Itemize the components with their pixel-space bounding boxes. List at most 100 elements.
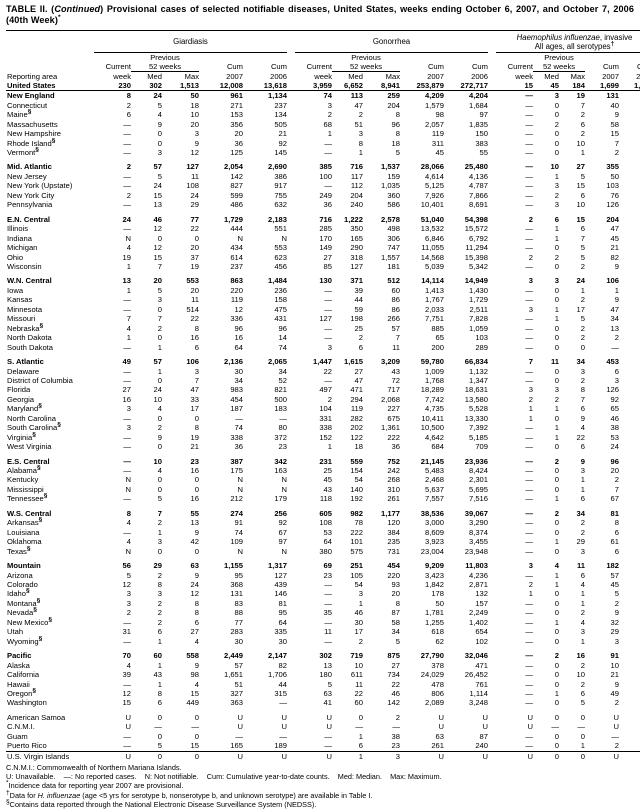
cell-value: 1,177 <box>380 508 400 518</box>
cell-value: 34 <box>278 366 287 376</box>
cell-value: 204 <box>387 100 400 110</box>
cell-value: 2,136 <box>223 357 243 367</box>
cell-value: 1 <box>327 442 332 452</box>
table-row: Minnesota — 0 514 12 475 — 59 86 2,033 2,511 3 1 17 47… <box>6 305 640 314</box>
cell-value: 338 <box>230 432 243 442</box>
cell-value: — <box>123 224 131 234</box>
cell-value: — <box>525 442 533 452</box>
cell-value: 9 <box>194 527 199 537</box>
cell-value: — <box>324 598 332 608</box>
cell-value: 127 <box>319 314 332 324</box>
column-spacer <box>488 485 496 494</box>
cell-value: 1,699 <box>599 80 619 90</box>
cell-value: 74 <box>234 527 243 537</box>
cell-value: — <box>525 91 533 101</box>
footnote-dagger: †Data for H. influenzae (age <5 yrs for … <box>6 790 634 800</box>
cell-value: 54,398 <box>464 214 488 224</box>
cell-value: 6 <box>580 190 585 200</box>
cell-value: 875 <box>387 651 400 661</box>
cell-value: U <box>237 712 243 722</box>
column-spacer <box>287 599 295 608</box>
cell-value: 183 <box>274 404 287 414</box>
year-header-n1: 2007 <box>427 71 444 81</box>
cell-value: 12 <box>619 485 640 494</box>
cell-value: 47 <box>354 375 363 385</box>
cell-value: 3 <box>580 366 585 376</box>
group-underline-row <box>6 50 640 53</box>
cell-value: 0 <box>554 589 559 599</box>
cell-value: 378 <box>431 660 444 670</box>
cell-value: 863 <box>230 276 243 286</box>
cell-value: 10,500 <box>420 423 444 433</box>
cell-value: 45 <box>610 580 619 590</box>
row-footnote-marker: § <box>32 431 36 439</box>
cell-value: 16 <box>576 651 585 661</box>
row-area-label: Idaho§ <box>7 587 30 599</box>
column-spacer <box>488 262 496 271</box>
footnote-star-text: Incidence data for reporting year 2007 a… <box>8 781 184 791</box>
table-row: Texas§ N 0 0 N N 380 575 731 23,004 23,948 — 0 3 67 <box>6 545 640 556</box>
cell-value: 51,040 <box>420 214 444 224</box>
cell-value: 12 <box>122 580 131 590</box>
cell-value: 1 <box>580 636 585 646</box>
cell-value: 1,430 <box>468 285 488 295</box>
cell-value: 10 <box>576 200 585 210</box>
cell-value: 271 <box>230 100 243 110</box>
row-area-label: Michigan <box>7 243 38 253</box>
cell-value: 131 <box>606 91 619 101</box>
column-spacer <box>287 181 295 190</box>
row-area-label: Kentucky <box>7 475 39 485</box>
subheader-row: Reporting area week Med Max 2007 2006 we… <box>6 71 640 81</box>
cell-value: 2,511 <box>469 304 488 314</box>
cell-value: 127 <box>186 162 199 172</box>
cell-value: 684 <box>431 442 444 452</box>
cell-value: — <box>324 323 332 333</box>
group-name-row: Giardiasis Gonorrhea Haemophilus influen… <box>6 33 640 51</box>
cell-value: U <box>125 712 131 722</box>
cell-value: 0 <box>358 712 363 722</box>
cell-value: 4,136 <box>468 171 488 181</box>
cell-value: 734 <box>387 670 400 680</box>
cell-value: 1,729 <box>223 214 243 224</box>
weeks-row: Current 52 weeks Cum Cum Current 52 week… <box>6 61 640 72</box>
cell-value: — <box>324 181 332 191</box>
column-spacer <box>287 191 295 200</box>
cell-value: 2 <box>614 598 619 608</box>
cell-value: 5,637 <box>424 484 444 494</box>
cell-value: 1,447 <box>312 357 332 367</box>
cell-value: 113 <box>350 91 363 101</box>
cell-value: U <box>527 712 533 722</box>
table-row: Maryland§ 3 4 17 187 183 104 119 227 4,735 5,528 1 1… <box>6 403 640 414</box>
year-header-h2: 2006 <box>636 71 640 81</box>
cell-value: 18 <box>354 442 363 452</box>
cell-value: 7 <box>580 233 585 243</box>
cell-value: 34 <box>391 627 400 637</box>
cell-value: 9 <box>614 110 619 120</box>
cell-value: U <box>619 713 640 722</box>
row-area-label: Pacific <box>7 651 32 661</box>
table-row: E.N. Central 24 46 77 1,729 2,183 716 1,222 2,57… <box>6 215 640 224</box>
cell-value: 60 <box>391 285 400 295</box>
cell-value: 0 <box>157 546 162 556</box>
cell-value: 747 <box>387 243 400 253</box>
row-area-label: Missouri <box>7 314 36 324</box>
cell-value: — <box>525 731 533 741</box>
cell-value: 11 <box>324 627 332 637</box>
column-spacer <box>287 224 295 233</box>
cell-value: 274 <box>230 508 243 518</box>
cell-value: 2,057 <box>424 119 444 129</box>
cell-value: 65 <box>619 253 640 262</box>
cell-value: 368 <box>230 580 243 590</box>
cell-value: 3 <box>157 295 162 305</box>
cell-value: 6 <box>358 741 363 751</box>
cell-value: 0 <box>554 295 559 305</box>
cell-value: 0 <box>554 100 559 110</box>
column-spacer <box>287 608 295 617</box>
cell-value: 1,361 <box>380 423 400 433</box>
cell-value: 3 <box>614 636 619 646</box>
cell-value: 2 <box>126 162 131 172</box>
cell-value: — <box>123 527 131 537</box>
cell-value: 50 <box>435 598 444 608</box>
current-label-gonorrhea: Current <box>306 62 332 72</box>
cell-value: — <box>525 679 533 689</box>
